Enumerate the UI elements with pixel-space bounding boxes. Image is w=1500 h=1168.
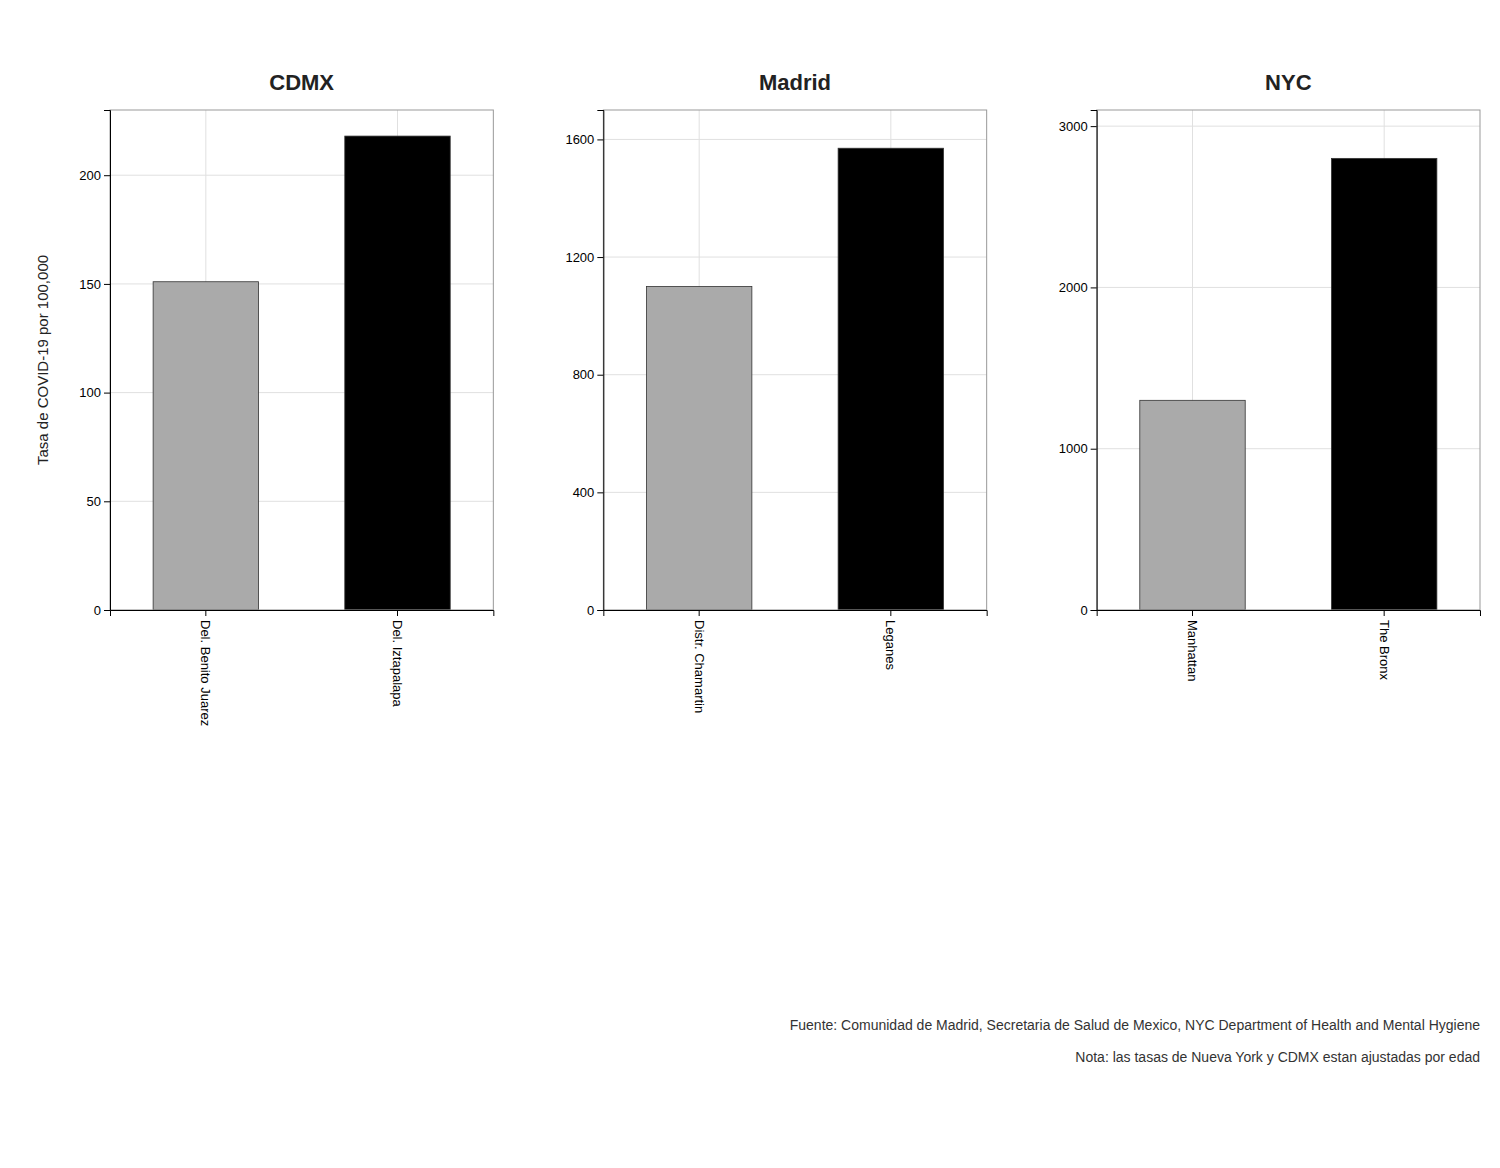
chart-root: 0 50 100 150 200 Del. Benito Juarez Del. Iztap…: [0, 0, 1500, 1168]
grid-line-y: [1097, 126, 1480, 127]
y-tick-mark: [104, 393, 110, 394]
x-tick-label: Distr. Chamartin: [692, 620, 707, 713]
x-tick-mark: [699, 610, 700, 616]
y-tick: 1200: [565, 250, 603, 265]
bar: [153, 282, 258, 610]
y-tick-label: 150: [79, 277, 101, 292]
y-tick-mark: [597, 139, 603, 140]
grid: [1097, 110, 1480, 610]
bar: [646, 286, 751, 610]
plot-frame: [603, 110, 986, 610]
x-axis: Distr. Chamartin Leganes: [604, 610, 987, 713]
y-tick-mark: [597, 610, 603, 611]
x-tick-mark: [397, 610, 398, 616]
panel: 0 400 800 1200 1600 Distr. Chamartin Leganes Ma…: [565, 70, 987, 713]
bar: [345, 136, 450, 610]
y-tick-label: 100: [79, 385, 101, 400]
y-tick: 400: [573, 485, 604, 500]
x-axis-line: [1097, 611, 1480, 617]
panel: 0 50 100 150 200 Del. Benito Juarez Del. Iztap…: [34, 70, 494, 726]
y-tick: 1600: [565, 132, 603, 147]
plot-frame: [110, 110, 493, 610]
y-tick-mark: [1091, 610, 1097, 611]
y-tick-label: 2000: [1059, 280, 1088, 295]
y-axis-title: Tasa de COVID-19 por 100,000: [34, 255, 51, 465]
y-tick: 50: [87, 494, 110, 509]
y-tick: 1000: [1059, 441, 1097, 456]
x-tick-label: Del. Benito Juarez: [198, 620, 213, 726]
y-tick-label: 1200: [565, 250, 594, 265]
grid: [110, 110, 493, 610]
x-tick-mark: [890, 610, 891, 616]
x-tick-mark: [1384, 610, 1385, 616]
x-axis-line: [111, 611, 494, 617]
y-tick: 0: [94, 603, 110, 618]
x-axis: Manhattan The Bronx: [1097, 610, 1480, 681]
bar: [1140, 400, 1245, 610]
x-tick: Del. Benito Juarez: [198, 610, 213, 726]
grid: [603, 110, 986, 610]
x-tick: Distr. Chamartin: [692, 610, 707, 713]
y-tick: 800: [573, 367, 604, 382]
x-tick-label: The Bronx: [1377, 620, 1392, 680]
y-tick-mark: [104, 610, 110, 611]
x-axis: Del. Benito Juarez Del. Iztapalapa: [111, 610, 494, 726]
x-tick-label: Leganes: [883, 620, 898, 670]
x-tick-mark: [205, 610, 206, 616]
y-tick-mark: [597, 375, 603, 376]
x-tick: The Bronx: [1377, 610, 1392, 680]
y-tick: 150: [79, 277, 110, 292]
y-tick-label: 0: [94, 603, 101, 618]
footer-note: Nota: las tasas de Nueva York y CDMX est…: [1075, 1049, 1480, 1065]
y-axis: 0 50 100 150 200: [79, 111, 110, 618]
panel: 0 1000 2000 3000 Manhattan The Bronx NYC: [1059, 70, 1481, 681]
y-tick: 3000: [1059, 119, 1097, 134]
bar: [1331, 158, 1436, 610]
y-axis-line: [1091, 111, 1098, 611]
footer-note: Fuente: Comunidad de Madrid, Secretaria …: [790, 1017, 1480, 1033]
y-axis-line: [104, 111, 111, 611]
grid-line-y: [603, 139, 986, 140]
y-tick-label: 800: [573, 367, 595, 382]
plot-frame: [1097, 110, 1480, 610]
x-tick: Leganes: [883, 610, 898, 670]
x-tick-label: Del. Iztapalapa: [390, 620, 405, 707]
y-tick-mark: [597, 492, 603, 493]
y-tick-mark: [597, 257, 603, 258]
y-tick-mark: [104, 175, 110, 176]
x-axis-line: [604, 611, 987, 617]
y-tick-label: 200: [79, 168, 101, 183]
bars: [1140, 158, 1437, 610]
y-tick-mark: [104, 501, 110, 502]
x-tick: Manhattan: [1185, 610, 1200, 681]
y-tick-label: 0: [1080, 603, 1087, 618]
y-tick-mark: [104, 284, 110, 285]
y-tick: 0: [1080, 603, 1096, 618]
y-tick-label: 50: [87, 494, 101, 509]
bar: [838, 148, 943, 610]
bars: [153, 136, 450, 610]
y-axis: 0 1000 2000 3000: [1059, 111, 1097, 618]
panel-title: CDMX: [269, 70, 334, 95]
y-tick-label: 1600: [565, 132, 594, 147]
y-tick: 200: [79, 168, 110, 183]
y-tick-mark: [1091, 449, 1097, 450]
y-tick-label: 0: [587, 603, 594, 618]
y-axis-line: [597, 111, 604, 611]
y-axis: 0 400 800 1200 1600: [565, 111, 603, 618]
x-tick-label: Manhattan: [1185, 620, 1200, 681]
x-tick-mark: [1192, 610, 1193, 616]
y-tick: 100: [79, 385, 110, 400]
y-tick-label: 3000: [1059, 119, 1088, 134]
panel-title: Madrid: [759, 70, 831, 95]
y-tick-mark: [1091, 287, 1097, 288]
bars: [646, 148, 943, 610]
y-tick: 0: [587, 603, 603, 618]
panel-title: NYC: [1265, 70, 1312, 95]
y-tick-label: 400: [573, 485, 595, 500]
y-tick-mark: [1091, 126, 1097, 127]
x-tick: Del. Iztapalapa: [390, 610, 405, 707]
y-tick: 2000: [1059, 280, 1097, 295]
y-tick-label: 1000: [1059, 441, 1088, 456]
